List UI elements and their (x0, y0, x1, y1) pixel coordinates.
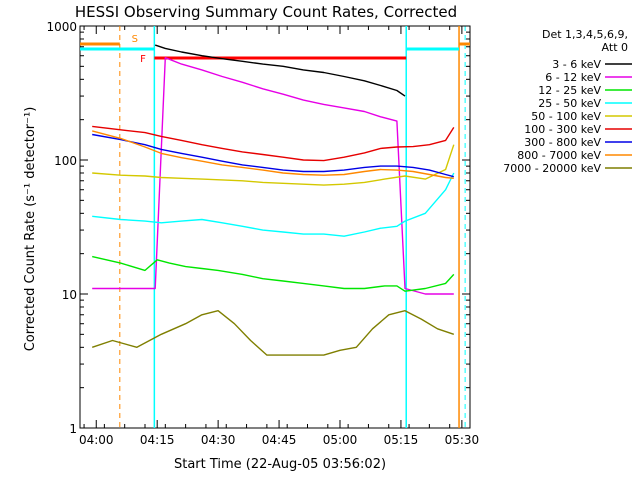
series-line-7000-20000-kev (91, 310, 455, 356)
x-tick-label: 05:15 (384, 433, 419, 447)
y-tick-label: 1000 (46, 20, 77, 34)
series-line-100-300-kev (92, 125, 455, 162)
legend-label-50-100-kev: 50 - 100 keV (531, 110, 601, 123)
x-tick-label: 04:30 (201, 433, 236, 447)
y-tick-label: 1 (69, 422, 77, 436)
legend-label-6-12-kev: 6 - 12 keV (545, 71, 601, 84)
legend-label-25-50-kev: 25 - 50 keV (538, 97, 601, 110)
series-line-6-12-kev (92, 57, 454, 295)
series-line-25-50-kev (92, 172, 455, 237)
legend-header-detectors: Det 1,3,4,5,6,9, (542, 28, 628, 41)
series-line-50-100-kev (92, 144, 455, 186)
x-axis-label: Start Time (22-Aug-05 03:56:02) (174, 457, 386, 472)
plot-frame (79, 25, 471, 429)
flag-layer: SF (80, 26, 470, 428)
legend-label-3-6-kev: 3 - 6 keV (552, 58, 601, 71)
chart-title: HESSI Observing Summary Count Rates, Cor… (75, 3, 457, 21)
x-tick-label: 04:45 (262, 433, 297, 447)
legend-header-attenuator: Att 0 (602, 41, 628, 54)
x-tick-label: 05:30 (445, 433, 480, 447)
flag-label-f: F (140, 54, 146, 65)
legend-label-7000-20000-kev: 7000 - 20000 keV (503, 162, 601, 175)
y-tick-label: 100 (54, 154, 77, 168)
series-layer (91, 44, 455, 356)
axis-layer: 04:00 04:15 04:30 04:45 05:00 05:15 05:30 1 10 10… (46, 20, 479, 447)
x-tick-label: 05:00 (323, 433, 358, 447)
x-tick-label: 04:00 (79, 433, 114, 447)
series-line-3-6-kev (154, 44, 406, 97)
series-line-12-25-kev (92, 255, 455, 292)
y-tick-label: 10 (62, 288, 77, 302)
legend-label-800-7000-kev: 800 - 7000 keV (517, 149, 601, 162)
flag-label-s: S (132, 34, 138, 45)
legend-label-12-25-kev: 12 - 25 keV (538, 84, 601, 97)
x-tick-label: 04:15 (140, 433, 175, 447)
series-line-300-800-kev (92, 133, 454, 178)
series-line-800-7000-kev (92, 130, 454, 179)
legend-label-300-800-kev: 300 - 800 keV (524, 136, 601, 149)
legend-label-100-300-kev: 100 - 300 keV (524, 123, 601, 136)
y-axis-label: Corrected Count Rate (s⁻¹ detector⁻¹) (23, 107, 38, 352)
